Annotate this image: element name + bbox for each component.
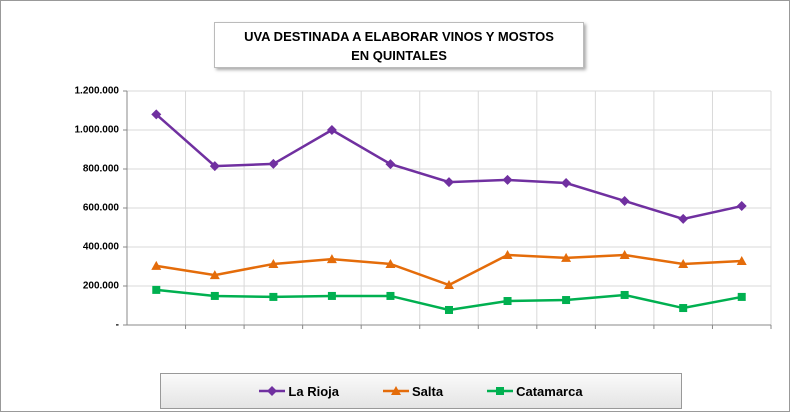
marker [267,386,278,396]
marker [736,201,747,212]
y-tick-label: 600.000 [83,203,120,214]
legend-item: La Rioja [259,384,339,399]
marker [391,386,401,395]
marker [268,258,279,268]
legend-symbol [383,386,409,395]
y-tick-label: 200.000 [83,281,120,292]
marker [269,292,278,301]
marker [445,305,453,314]
marker [562,296,571,305]
y-tick-label: 400.000 [83,242,120,253]
marker [620,290,629,299]
marker [561,178,572,189]
marker [444,177,454,188]
marker [678,213,689,224]
marker [209,270,220,280]
legend-symbol [487,387,514,395]
legend-item: Salta [383,384,443,399]
marker [496,387,505,395]
chart-title: UVA DESTINADA A ELABORAR VINOS Y MOSTOS … [214,22,584,68]
marker [444,280,454,290]
legend-label: Catamarca [516,383,583,399]
marker [151,109,162,120]
marker [385,258,396,268]
marker [268,158,279,169]
marker [502,249,513,259]
legend-label: La Rioja [288,383,339,399]
marker [326,125,337,135]
legend-symbol [259,386,286,396]
marker [679,304,688,313]
marker [503,297,512,306]
marker [678,258,689,268]
legend-item: Catamarca [487,384,583,399]
marker [210,291,219,300]
marker [502,174,513,185]
marker [737,292,746,301]
legend: La Rioja Salta Catamarca [160,373,682,409]
legend-label: Salta [412,383,444,399]
y-tick-label: 1.000.000 [75,125,120,136]
marker [619,195,630,206]
marker [736,256,747,266]
marker [386,291,395,300]
marker [619,249,630,259]
marker [152,285,161,294]
marker [561,252,572,262]
marker [326,254,337,264]
marker [385,159,396,170]
y-tick-label: - [116,320,119,331]
marker [327,291,336,300]
marker [151,260,162,270]
y-tick-label: 800.000 [83,164,120,175]
y-tick-label: 1.200.000 [75,86,120,97]
marker [209,161,220,172]
